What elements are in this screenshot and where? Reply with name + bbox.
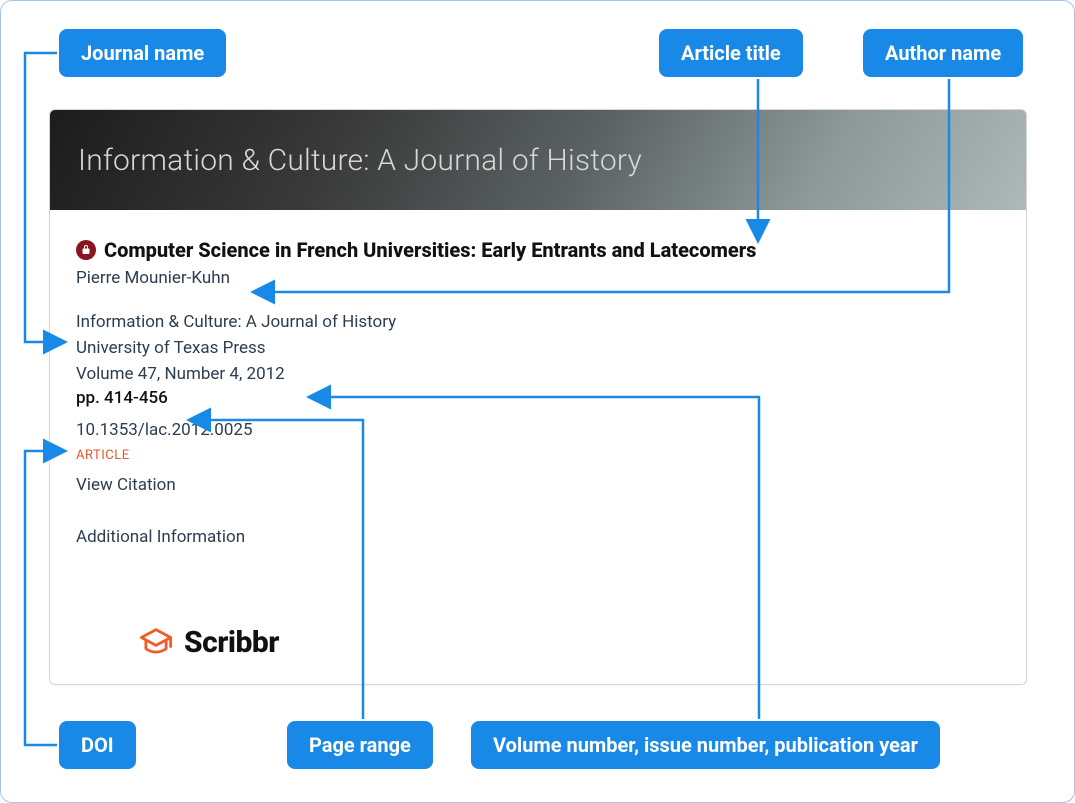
callout-label: Author name [885, 41, 1001, 65]
callout-label: DOI [81, 733, 114, 757]
callout-label: Volume number, issue number, publication… [493, 733, 918, 757]
callout-label: Article title [681, 41, 781, 65]
journal-name[interactable]: Information & Culture: A Journal of Hist… [76, 312, 1000, 332]
article-title-row: Computer Science in French Universities:… [76, 238, 1000, 262]
lock-icon [76, 240, 96, 260]
author-name[interactable]: Pierre Mounier-Kuhn [76, 268, 1000, 288]
callout-page-range: Page range [287, 721, 433, 769]
page-range: pp. 414-456 [76, 388, 1000, 408]
article-tag: ARTICLE [76, 448, 1000, 463]
article-title: Computer Science in French Universities:… [104, 238, 756, 262]
callout-article-title: Article title [659, 29, 803, 77]
view-citation[interactable]: View Citation [76, 475, 1000, 495]
callout-label: Journal name [81, 41, 204, 65]
additional-information[interactable]: Additional Information [76, 527, 1000, 547]
diagram-frame: Journal name Article title Author name D… [0, 0, 1075, 803]
citation-body: Computer Science in French Universities:… [50, 210, 1026, 567]
journal-title: Information & Culture: A Journal of Hist… [78, 143, 642, 178]
callout-journal-name: Journal name [59, 29, 226, 77]
volume-issue-year[interactable]: Volume 47, Number 4, 2012 [76, 364, 1000, 384]
scribbr-logo: Scribbr [138, 624, 279, 660]
callout-doi: DOI [59, 721, 136, 769]
callout-author-name: Author name [863, 29, 1023, 77]
journal-header: Information & Culture: A Journal of Hist… [50, 110, 1026, 210]
callout-label: Page range [309, 733, 411, 757]
callout-volume-issue-year: Volume number, issue number, publication… [471, 721, 940, 769]
publisher[interactable]: University of Texas Press [76, 338, 1000, 358]
cap-icon [138, 624, 174, 660]
doi[interactable]: 10.1353/lac.2012.0025 [76, 420, 1000, 440]
citation-card: Information & Culture: A Journal of Hist… [49, 109, 1027, 685]
logo-text: Scribbr [184, 625, 279, 660]
